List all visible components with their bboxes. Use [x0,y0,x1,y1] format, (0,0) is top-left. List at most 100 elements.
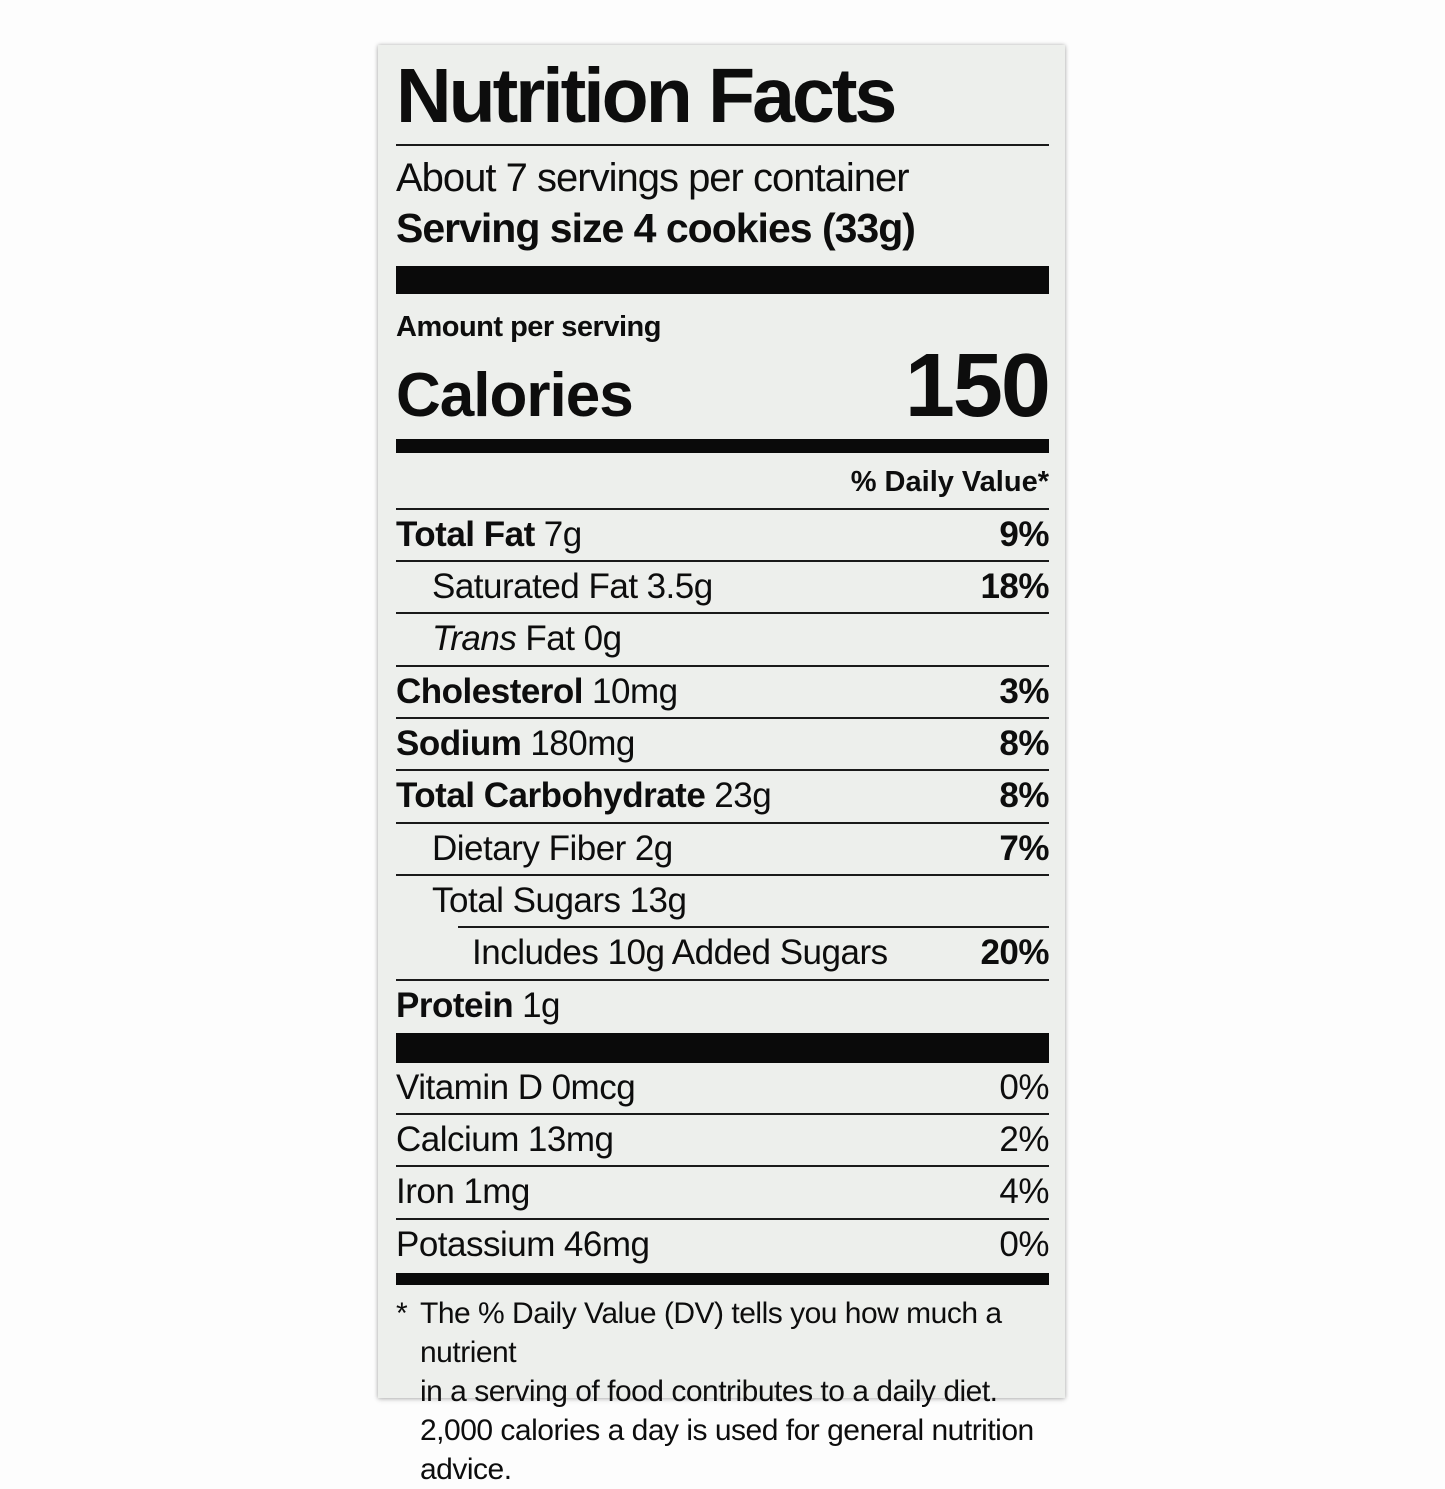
row-left: Sodium 180mg [396,723,635,764]
row-left: Calcium 13mg [396,1119,614,1160]
vitamin-row: Vitamin D 0mcg 0% [396,1063,1049,1113]
nutrient-name: Dietary Fiber [432,828,626,868]
nutrient-amount: Fat 0g [525,619,622,659]
footnote-line: The % Daily Value (DV) tells you how muc… [420,1297,1002,1370]
footnote: * The % Daily Value (DV) tells you how m… [396,1294,1049,1489]
nutrient-name: Trans [432,619,517,659]
label-title: Nutrition Facts [396,53,897,139]
daily-value: 0% [999,1067,1049,1107]
nutrient-row: Protein 1g [396,981,1049,1031]
row-rule [396,873,1049,876]
title-divider [396,143,1049,146]
nutrient-amount: 13mg [527,1120,614,1160]
row-left: Iron 1mg [396,1171,530,1212]
nutrient-amount: 1g [522,985,561,1025]
nutrient-name: Sodium [396,724,522,764]
calories-label: Calories [396,360,634,430]
vitamins-section: Vitamin D 0mcg 0% Calcium 13mg 2% Iron 1mg … [396,1063,1049,1270]
row-rule [396,717,1049,720]
vitamin-row: Calcium 13mg 2% [396,1115,1049,1165]
nutrient-name: Calcium [396,1120,519,1160]
row-rule [396,769,1049,772]
daily-value: 8% [999,724,1049,764]
row-rule [396,664,1049,667]
row-left: Vitamin D 0mcg [396,1067,636,1108]
nutrient-row: Cholesterol 10mg 3% [396,667,1049,717]
nutrient-amount: 2g [634,828,673,868]
nutrient-name: Total Fat [396,514,535,554]
row-left: Trans Fat 0g [432,618,622,659]
vitamin-row: Potassium 46mg 0% [396,1220,1049,1270]
daily-value-header: % Daily Value* [850,465,1049,498]
footnote-line: 2,000 calories a day is used for general… [420,1414,1034,1487]
row-left: Total Carbohydrate 23g [396,775,772,816]
daily-value: 2% [999,1120,1049,1160]
nutrient-amount: 180mg [530,724,635,764]
nutrient-amount: 1mg [463,1172,530,1212]
medium-separator-bar [396,438,1049,453]
nutrient-name: Potassium [396,1224,555,1264]
nutrient-row: Includes 10g Added Sugars 20% [396,928,1049,978]
row-rule [396,1217,1049,1220]
daily-value: 7% [999,828,1049,868]
row-left: Total Sugars 13g [432,880,687,921]
calories-value: 150 [904,335,1051,436]
row-left: Dietary Fiber 2g [432,828,673,869]
daily-value: 20% [980,933,1049,973]
servings-per-container: About 7 servings per container [396,155,910,200]
row-left: Includes 10g Added Sugars [472,932,888,973]
medium-separator-bar-2 [396,1273,1049,1286]
nutrient-row: Trans Fat 0g [396,614,1049,664]
nutrient-name: Protein [396,985,514,1025]
nutrient-amount: 3.5g [646,567,714,607]
row-rule [396,612,1049,615]
nutrient-amount: 10mg [592,671,678,711]
nutrient-name: Total Carbohydrate [396,776,706,816]
nutrient-row: Total Fat 7g 9% [396,510,1049,560]
nutrient-row: Total Sugars 13g [396,876,1049,926]
nutrient-row: Sodium 180mg 8% [396,719,1049,769]
nutrient-amount: 46mg [563,1224,650,1264]
daily-value: 8% [999,776,1049,816]
nutrient-amount: 7g [543,514,582,554]
row-left: Potassium 46mg [396,1224,650,1265]
nutrient-row: Saturated Fat 3.5g 18% [396,562,1049,612]
row-rule [396,507,1049,510]
row-rule [396,560,1049,563]
nutrient-name: Cholesterol [396,671,584,711]
daily-value: 3% [999,671,1049,711]
nutrient-amount: 23g [714,776,772,816]
daily-value: 4% [999,1172,1049,1212]
footnote-asterisk: * [396,1297,408,1331]
row-rule [396,1165,1049,1168]
nutrient-amount: 13g [629,880,687,920]
nutrient-amount: 0mcg [551,1067,636,1107]
row-rule [396,978,1049,981]
nutrient-row: Total Carbohydrate 23g 8% [396,771,1049,821]
row-left: Saturated Fat 3.5g [432,566,713,607]
nutrients-section: Total Fat 7g 9% Saturated Fat 3.5g 18% Tra… [396,507,1049,1031]
daily-value: 0% [999,1224,1049,1264]
row-left: Total Fat 7g [396,514,582,555]
row-rule [396,1113,1049,1116]
thick-separator-bar-2 [396,1032,1049,1063]
amount-per-serving-label: Amount per serving [396,310,661,343]
nutrient-row: Dietary Fiber 2g 7% [396,824,1049,874]
nutrient-name: Includes 10g Added Sugars [472,933,888,973]
nutrient-name: Saturated Fat [432,567,638,607]
vitamin-row: Iron 1mg 4% [396,1167,1049,1217]
row-rule [396,821,1049,824]
nutrition-label: Nutrition Facts About 7 servings per con… [378,45,1065,1486]
footnote-lines: The % Daily Value (DV) tells you how muc… [420,1294,1049,1489]
nutrient-name: Vitamin D [396,1067,543,1107]
serving-size: Serving size 4 cookies (33g) [396,205,916,252]
thick-separator-bar [396,265,1049,294]
nutrient-name: Iron [396,1172,455,1212]
row-left: Protein 1g [396,985,561,1026]
calories-row: Calories 150 [396,335,1051,436]
daily-value: 9% [999,514,1049,554]
daily-value: 18% [980,567,1049,607]
nutrient-name: Total Sugars [432,880,621,920]
row-rule [458,926,1049,929]
footnote-line: in a serving of food contributes to a da… [420,1375,998,1409]
